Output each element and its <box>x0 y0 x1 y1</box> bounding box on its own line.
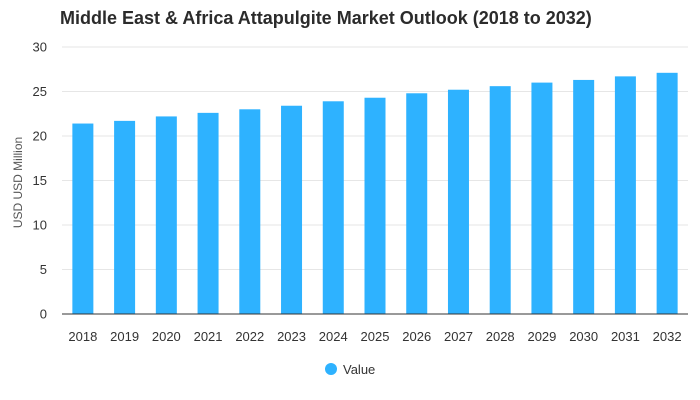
y-tick-label: 20 <box>33 129 47 144</box>
y-tick-label: 5 <box>40 262 47 277</box>
x-tick-label-2029: 2029 <box>527 329 556 344</box>
y-tick-label: 15 <box>33 173 47 188</box>
x-tick-label-2023: 2023 <box>277 329 306 344</box>
bars <box>72 72 678 315</box>
y-axis-ticks: 0 5 10 15 20 25 30 <box>33 40 47 322</box>
legend-label-value: Value <box>343 362 375 377</box>
x-tick-label-2030: 2030 <box>569 329 598 344</box>
x-tick-label-2032: 2032 <box>653 329 682 344</box>
y-axis-title: USD USD Million <box>11 137 25 228</box>
bar-2020[interactable] <box>155 116 177 314</box>
y-tick-label: 0 <box>40 307 47 322</box>
bar-2021[interactable] <box>197 112 219 314</box>
bar-2025[interactable] <box>364 97 386 314</box>
y-tick-label: 30 <box>33 40 47 55</box>
x-tick-label-2021: 2021 <box>194 329 223 344</box>
bar-2023[interactable] <box>281 105 303 315</box>
bar-2022[interactable] <box>239 109 261 314</box>
bar-2030[interactable] <box>573 79 595 315</box>
y-tick-label: 10 <box>33 218 47 233</box>
chart-title: Middle East & Africa Attapulgite Market … <box>60 8 592 28</box>
x-tick-label-2020: 2020 <box>152 329 181 344</box>
bar-2032[interactable] <box>656 72 678 314</box>
x-axis-ticks: 2018 2019 2020 2021 2022 2023 2024 2025 2026 2027… <box>68 329 681 344</box>
x-tick-label-2018: 2018 <box>68 329 97 344</box>
bar-2018[interactable] <box>72 123 94 314</box>
bar-2029[interactable] <box>531 82 553 314</box>
x-tick-label-2025: 2025 <box>361 329 390 344</box>
legend[interactable]: Value <box>325 362 375 377</box>
x-tick-label-2024: 2024 <box>319 329 348 344</box>
legend-swatch-value <box>325 363 337 375</box>
bar-2031[interactable] <box>614 76 636 315</box>
x-tick-label-2028: 2028 <box>486 329 515 344</box>
x-tick-label-2019: 2019 <box>110 329 139 344</box>
bar-2024[interactable] <box>322 101 344 314</box>
x-tick-label-2027: 2027 <box>444 329 473 344</box>
bar-2028[interactable] <box>489 86 511 314</box>
bar-2019[interactable] <box>114 120 136 315</box>
x-tick-label-2026: 2026 <box>402 329 431 344</box>
y-tick-label: 25 <box>33 84 47 99</box>
bar-2026[interactable] <box>406 93 428 314</box>
x-tick-label-2022: 2022 <box>235 329 264 344</box>
bar-2027[interactable] <box>447 89 469 314</box>
x-tick-label-2031: 2031 <box>611 329 640 344</box>
